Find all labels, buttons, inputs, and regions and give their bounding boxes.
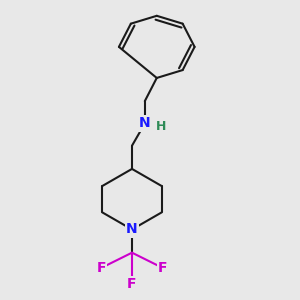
Text: F: F [127,277,137,291]
Text: N: N [139,116,151,130]
Text: N: N [126,223,138,236]
Text: H: H [156,120,166,133]
Text: F: F [158,261,167,275]
Text: F: F [97,261,106,275]
